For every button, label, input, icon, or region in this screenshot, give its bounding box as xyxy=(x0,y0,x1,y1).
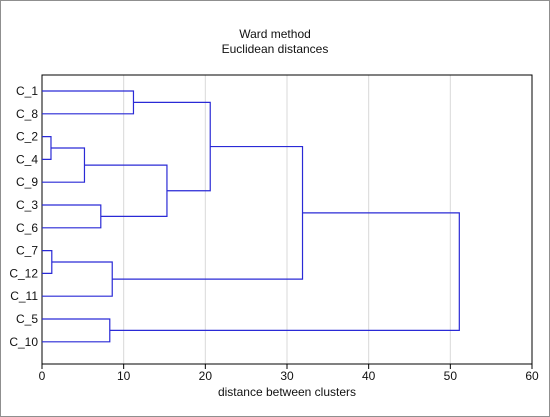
x-tick-label: 0 xyxy=(39,369,46,383)
leaf-label: C_7 xyxy=(16,244,38,258)
leaf-labels: C_1 C_8 C_2 C_4 C_9 C_3 C_6 C_7 C_12 C_11 C_5 C_10 xyxy=(9,84,38,349)
chart-subtitle: Euclidean distances xyxy=(221,42,329,56)
merge-link xyxy=(109,212,460,331)
leaf-label: C_12 xyxy=(9,266,38,280)
leaf-label: C_8 xyxy=(16,107,38,121)
merge-link xyxy=(133,101,211,192)
leaf-label: C_9 xyxy=(16,175,38,189)
merge-link xyxy=(84,164,168,217)
leaf-label: C_3 xyxy=(16,198,38,212)
x-axis-ticks: 0 10 20 30 40 50 60 xyxy=(39,364,539,383)
x-tick-label: 60 xyxy=(525,369,539,383)
leaf-label: C_2 xyxy=(16,130,38,144)
merge-link xyxy=(42,250,53,274)
leaf-label: C_6 xyxy=(16,221,38,235)
leaf-label: C_10 xyxy=(9,335,38,349)
leaf-label: C_4 xyxy=(16,152,38,166)
grid-lines xyxy=(123,75,451,364)
leaf-label: C_11 xyxy=(10,289,38,303)
x-tick-label: 30 xyxy=(280,369,294,383)
merge-link xyxy=(42,90,135,115)
merge-link xyxy=(42,204,102,229)
merge-link xyxy=(42,318,111,343)
merge-link xyxy=(42,261,113,297)
merge-link xyxy=(42,147,86,183)
merge-link xyxy=(112,145,304,280)
x-tick-label: 20 xyxy=(199,369,213,383)
merge-link xyxy=(42,136,52,160)
x-tick-label: 10 xyxy=(117,369,131,383)
x-tick-label: 50 xyxy=(444,369,458,383)
dendrogram-links xyxy=(42,90,460,343)
x-axis-label: distance between clusters xyxy=(218,385,356,399)
chart-title: Ward method xyxy=(239,27,311,41)
leaf-label: C_5 xyxy=(16,312,38,326)
x-tick-label: 40 xyxy=(362,369,376,383)
leaf-label: C_1 xyxy=(16,84,38,98)
